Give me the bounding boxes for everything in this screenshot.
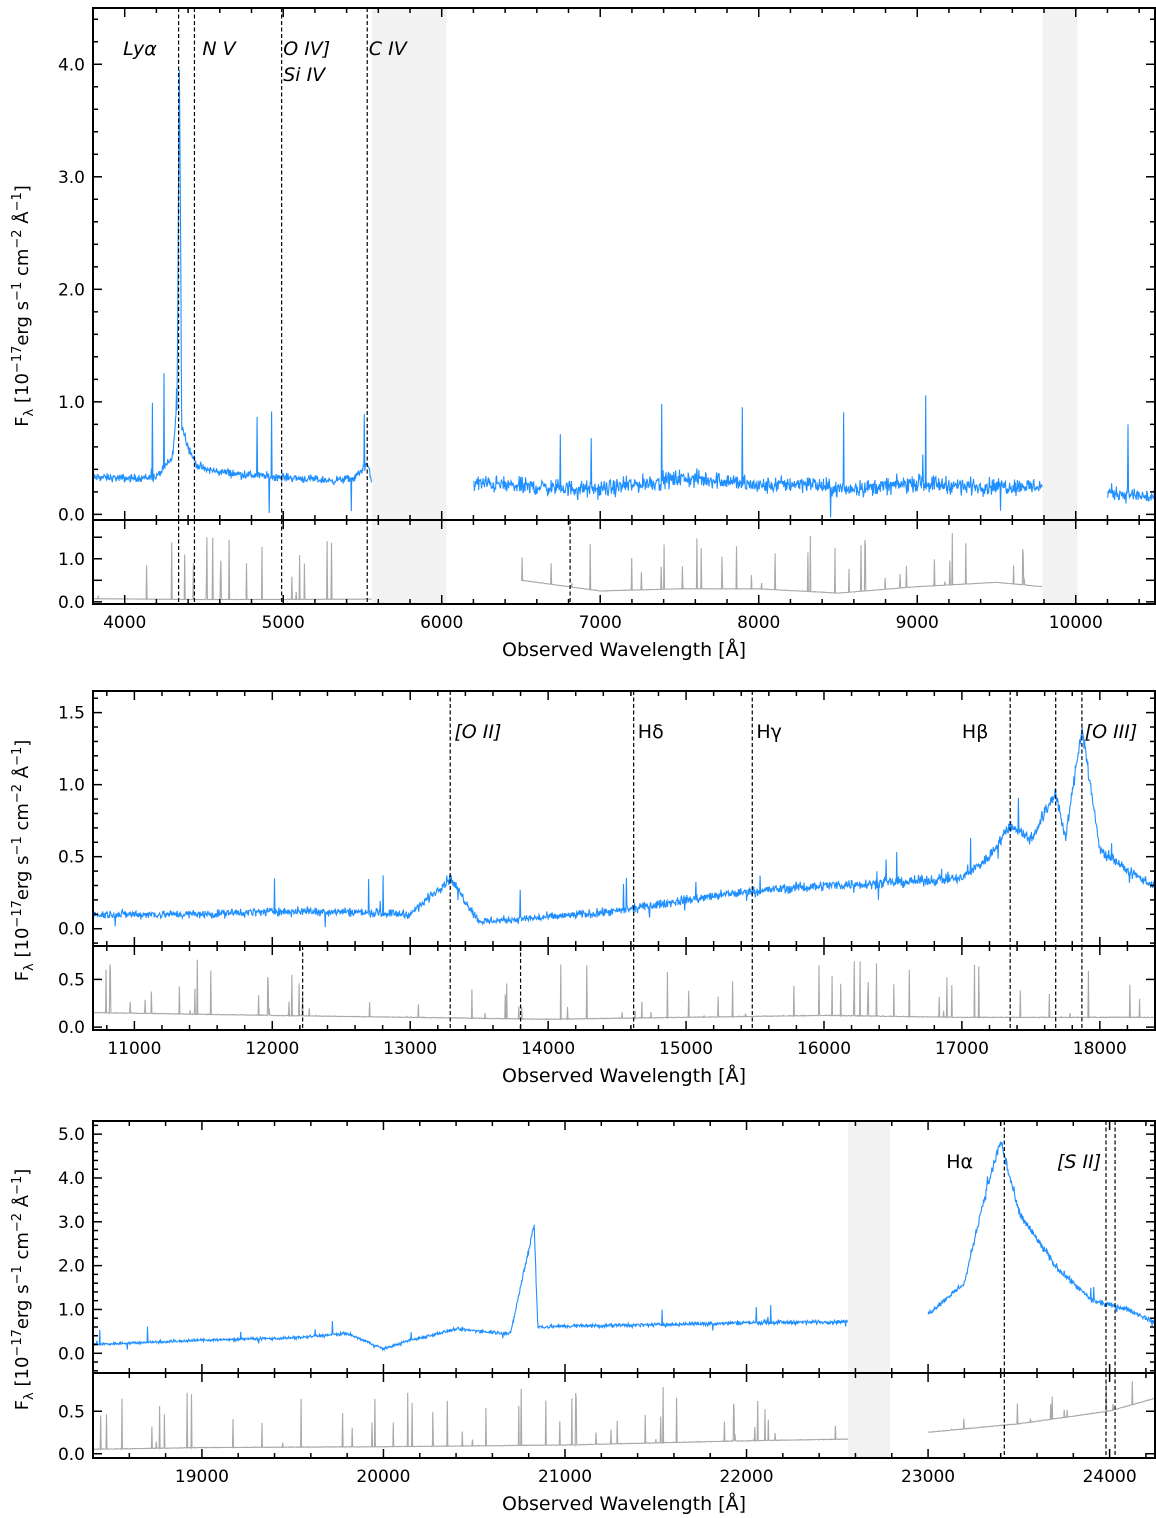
panel-optical: 4000 5000 6000 7000 8000 9000 10000 0.0 1.0 2.0 3.… [10, 7, 1156, 661]
x-axis-label: Observed Wavelength [Å] [502, 1064, 746, 1087]
x-tick-label: 24000 [1083, 1467, 1137, 1487]
x-tick-label: 18000 [1073, 1039, 1127, 1059]
y-tick-label: 3.0 [58, 168, 85, 188]
panel-k-band: 19000 20000 21000 22000 23000 24000 0.0 1.0 2.0 3… [10, 1120, 1156, 1515]
masked-region-0 [371, 8, 447, 604]
line-label: [O II] [454, 721, 501, 743]
flux-spectrum [92, 727, 1156, 928]
x-tick-label: 15000 [659, 1039, 713, 1059]
y-tick-label: 1.0 [58, 776, 85, 796]
x-tick-label: 7000 [579, 613, 622, 633]
y-tick-label: 3.0 [58, 1213, 85, 1233]
masked-region-0 [848, 1121, 890, 1458]
error-y-tick-label: 0.5 [58, 1402, 85, 1422]
y-axis-label: Fλ [10−17erg s−1 cm−2 Å−1] [10, 1169, 37, 1411]
error-y-tick-label: 0.0 [58, 1445, 85, 1465]
error-axes-frame [92, 519, 1156, 605]
error-spectrum [92, 1381, 1156, 1451]
y-tick-label: 4.0 [58, 1169, 85, 1189]
x-tick-label: 5000 [262, 613, 305, 633]
y-tick-label: 0.5 [58, 848, 85, 868]
masked-region-1 [1042, 8, 1078, 604]
x-tick-label: 14000 [521, 1039, 575, 1059]
error-spectrum [92, 532, 1043, 601]
error-y-tick-label: 0.5 [58, 970, 85, 990]
y-tick-label: 0.0 [58, 1344, 85, 1364]
x-tick-label: 6000 [420, 613, 463, 633]
error-y-tick-label: 0.0 [58, 593, 85, 613]
y-tick-label: 5.0 [58, 1125, 85, 1145]
x-tick-label: 20000 [356, 1467, 410, 1487]
x-tick-label: 10000 [1049, 613, 1103, 633]
line-label: [O III] [1085, 721, 1138, 743]
line-label: N V [202, 38, 237, 60]
x-tick-label: 8000 [737, 613, 780, 633]
error-y-tick-label: 1.0 [58, 550, 85, 570]
y-tick-label: 2.0 [58, 280, 85, 300]
x-tick-label: 21000 [538, 1467, 592, 1487]
line-label: Hβ [962, 721, 988, 743]
x-axis-label: Observed Wavelength [Å] [502, 1492, 746, 1515]
line-label: O IV] [283, 38, 330, 60]
y-tick-label: 0.0 [58, 920, 85, 940]
x-tick-label: 12000 [245, 1039, 299, 1059]
x-tick-label: 13000 [383, 1039, 437, 1059]
line-label: Hδ [638, 721, 664, 743]
y-axis-label: Fλ [10−17erg s−1 cm−2 Å−1] [10, 185, 37, 427]
line-label: C IV [369, 38, 409, 60]
error-spectrum [92, 959, 1156, 1021]
line-label: Hγ [756, 721, 782, 743]
x-tick-label: 23000 [901, 1467, 955, 1487]
flux-spectrum [92, 1141, 1156, 1352]
y-axis-label: Fλ [10−17erg s−1 cm−2 Å−1] [10, 740, 37, 982]
line-label: Si IV [283, 64, 327, 86]
y-tick-label: 1.0 [58, 1300, 85, 1320]
main-axes-frame [92, 7, 1156, 521]
flux-spectrum [92, 69, 1156, 518]
line-label: [S II] [1057, 1151, 1101, 1173]
line-label: Hα [946, 1151, 973, 1173]
line-label: Lyα [123, 38, 157, 60]
error-axes-frame [92, 945, 1156, 1031]
x-tick-label: 4000 [103, 613, 146, 633]
error-axes-frame [92, 1372, 1156, 1459]
x-tick-label: 22000 [719, 1467, 773, 1487]
x-tick-label: 16000 [797, 1039, 851, 1059]
x-tick-label: 11000 [107, 1039, 161, 1059]
x-tick-label: 9000 [896, 613, 939, 633]
y-tick-label: 0.0 [58, 505, 85, 525]
y-tick-label: 1.0 [58, 393, 85, 413]
y-tick-label: 1.5 [58, 704, 85, 724]
y-tick-label: 4.0 [58, 55, 85, 75]
y-tick-label: 2.0 [58, 1257, 85, 1277]
error-y-tick-label: 0.0 [58, 1018, 85, 1038]
x-tick-label: 17000 [935, 1039, 989, 1059]
x-axis-label: Observed Wavelength [Å] [502, 638, 746, 661]
x-tick-label: 19000 [175, 1467, 229, 1487]
panel-j-band: 11000 12000 13000 14000 15000 16000 17000 18000… [10, 690, 1156, 1087]
